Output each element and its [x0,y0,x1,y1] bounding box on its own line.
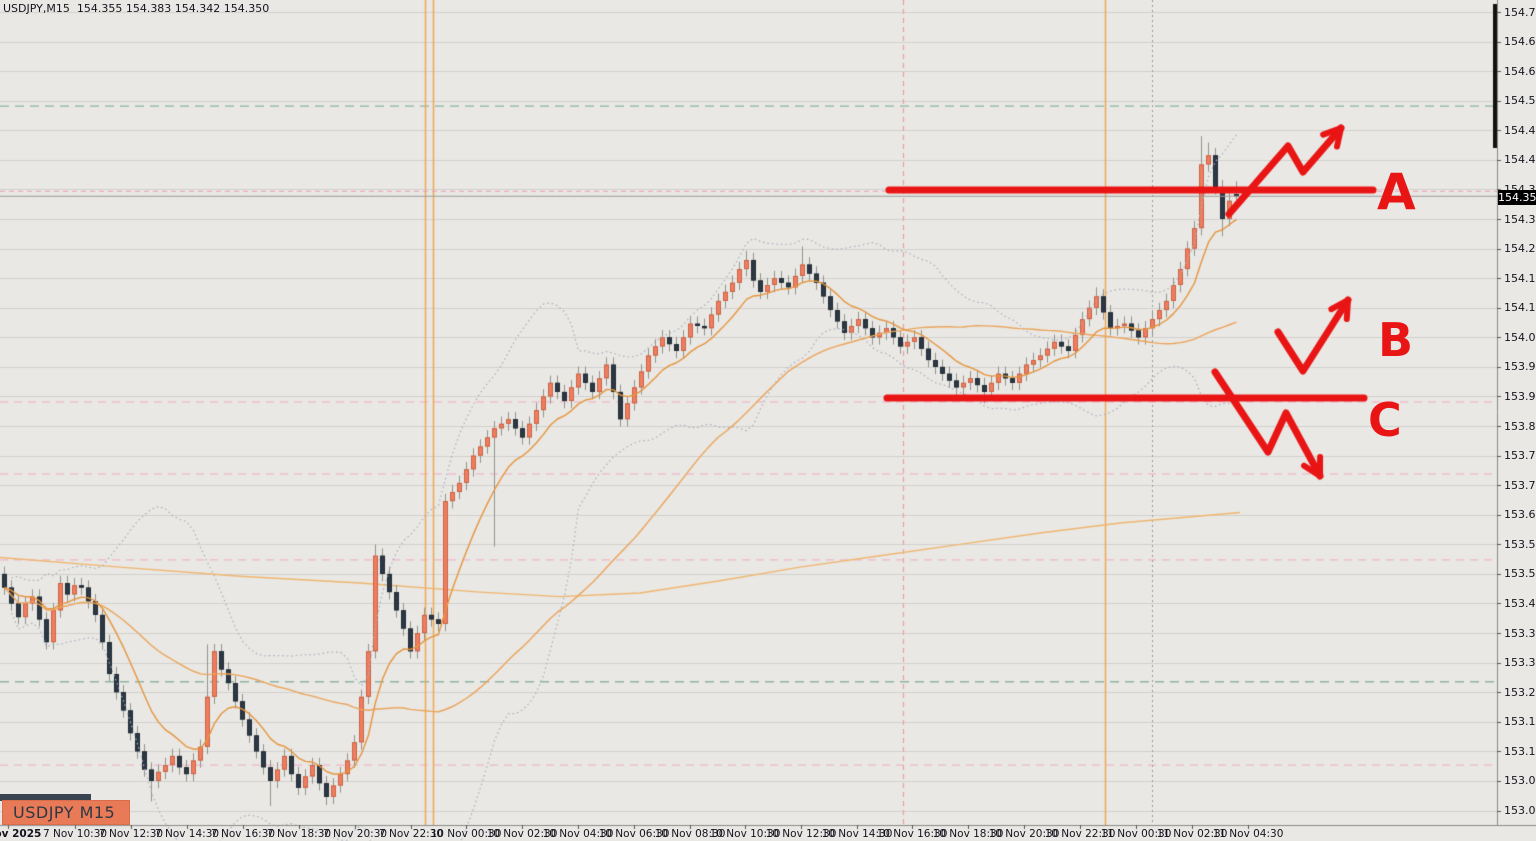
time-tick-label: 7 Nov 2025 [0,828,42,840]
time-tick-label: 7 Nov 10:30 [42,828,108,840]
price-tick-label: 154.690 [1504,35,1536,49]
price-tick-label: 154.300 [1504,212,1536,226]
price-tick-label: 154.755 [1504,5,1536,19]
time-tick-label: 10 Nov 16:30 [876,828,948,840]
price-tick-label: 153.520 [1504,567,1536,581]
time-tick-label: 7 Nov 14:30 [154,828,220,840]
price-tick-label: 153.195 [1504,715,1536,729]
price-tick-label: 153.000 [1504,804,1536,818]
price-tick-label: 153.845 [1504,419,1536,433]
time-tick-label: 10 Nov 10:30 [709,828,781,840]
current-price-badge: 154.350 [1498,190,1536,205]
price-tick-label: 153.650 [1504,508,1536,522]
price-tick-label: 154.170 [1504,271,1536,285]
price-tick-label: 153.585 [1504,537,1536,551]
price-tick-label: 153.975 [1504,360,1536,374]
price-tick-label: 153.780 [1504,449,1536,463]
price-tick-label: 153.130 [1504,744,1536,758]
time-tick-label: 7 Nov 16:30 [210,828,276,840]
time-tick-label: 10 Nov 06:30 [598,828,670,840]
price-tick-label: 154.235 [1504,242,1536,256]
price-tick-label: 153.390 [1504,626,1536,640]
price-tick-label: 154.430 [1504,153,1536,167]
bottom-dark-bar [0,794,91,801]
chart-title: USDJPY,M15 154.355 154.383 154.342 154.3… [3,2,270,15]
time-tick-label: 7 Nov 12:30 [98,828,164,840]
time-tick-label: 11 Nov 04:30 [1212,828,1284,840]
price-tick-label: 154.625 [1504,64,1536,78]
symbol-watermark: USDJPY M15 [2,800,130,825]
time-tick-label: 10 Nov 14:30 [821,828,893,840]
price-tick-label: 154.560 [1504,94,1536,108]
price-tick-label: 154.105 [1504,301,1536,315]
time-tick-label: 10 Nov 22:30 [1044,828,1116,840]
time-tick-label: 7 Nov 20:30 [322,828,388,840]
time-tick-label: 10 Nov 08:30 [654,828,726,840]
time-tick-label: 10 Nov 18:30 [932,828,1004,840]
time-tick-label: 7 Nov 18:30 [266,828,332,840]
price-tick-label: 153.325 [1504,656,1536,670]
time-tick-label: 10 Nov 20:30 [988,828,1060,840]
price-tick-label: 153.715 [1504,478,1536,492]
price-tick-label: 154.495 [1504,123,1536,137]
price-tick-label: 153.910 [1504,389,1536,403]
time-tick-label: 7 Nov 22:30 [378,828,444,840]
price-tick-label: 153.260 [1504,685,1536,699]
time-tick-label: 10 Nov 02:30 [486,828,558,840]
time-tick-label: 11 Nov 00:30 [1100,828,1172,840]
symbol-watermark-label: USDJPY M15 [13,803,116,822]
price-tick-label: 153.455 [1504,597,1536,610]
annotation-letter-b[interactable]: B [1378,313,1414,367]
annotation-letter-a[interactable]: A [1377,163,1416,221]
annotation-letter-c[interactable]: C [1368,393,1402,447]
time-tick-label: 11 Nov 02:30 [1156,828,1228,840]
price-tick-label: 153.065 [1504,774,1536,788]
time-tick-label: 10 Nov 12:30 [765,828,837,840]
time-tick-label: 10 Nov 00:30 [430,828,502,840]
time-tick-label: 10 Nov 04:30 [542,828,614,840]
price-tick-label: 154.040 [1504,330,1536,344]
